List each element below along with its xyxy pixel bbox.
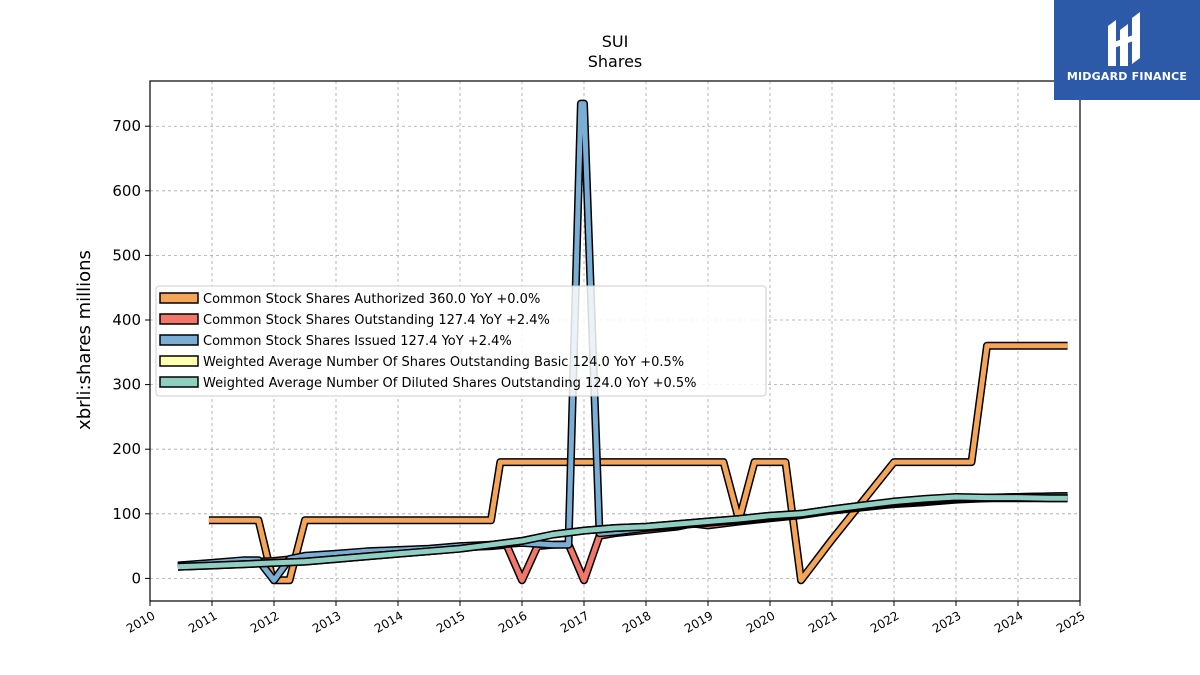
plot-area-frame: [149, 80, 1081, 602]
x-tick-label: 2018: [620, 608, 653, 635]
y-tick-label: 200: [112, 440, 141, 458]
x-tick-label: 2019: [682, 608, 715, 635]
x-tick-label: 2025: [1054, 608, 1087, 635]
legend-swatch: [159, 355, 199, 367]
legend-swatch: [159, 334, 199, 346]
x-tick-label: 2024: [992, 608, 1025, 635]
series-line-outline: [177, 492, 1068, 585]
x-tick-label: 2012: [248, 608, 281, 635]
legend-entry: Common Stock Shares Issued 127.4 YoY +2.…: [203, 334, 512, 349]
y-tick-label: 500: [112, 246, 141, 264]
y-axis-label: xbrli:shares millions: [74, 250, 95, 430]
x-tick-label: 2017: [558, 608, 591, 635]
legend-entry: Weighted Average Number Of Shares Outsta…: [203, 355, 684, 370]
brand-logo: MIDGARD FINANCE: [1054, 0, 1200, 100]
y-tick-label: 700: [112, 117, 141, 135]
legend-swatch: [159, 313, 199, 325]
legend-box: [155, 285, 767, 397]
y-tick-label: 600: [112, 182, 141, 200]
series-2: [177, 492, 1068, 585]
legend-swatch: [159, 376, 199, 388]
x-tick-label: 2014: [372, 608, 405, 635]
logo-icon: [1108, 12, 1140, 66]
x-tick-label: 2015: [434, 608, 467, 635]
x-tick-label: 2023: [930, 608, 963, 635]
series-line: [177, 493, 1068, 583]
x-tick-label: 2020: [744, 608, 777, 635]
x-tick-label: 2013: [310, 608, 343, 635]
series-line: [208, 343, 1068, 583]
brand-name: MIDGARD FINANCE: [1066, 70, 1188, 83]
legend-swatch: [159, 292, 199, 304]
chart-title: SUI: [602, 32, 629, 51]
legend: Common Stock Shares Authorized 360.0 YoY…: [155, 285, 767, 397]
series-5: [177, 493, 1068, 571]
series-1: [208, 341, 1068, 585]
legend-entry: Common Stock Shares Outstanding 127.4 Yo…: [203, 313, 550, 328]
x-tick-label: 2010: [124, 608, 157, 635]
y-tick-label: 300: [112, 376, 141, 394]
series-line: [177, 494, 1068, 570]
x-tick-label: 2011: [186, 608, 219, 635]
x-tick-label: 2016: [496, 608, 529, 635]
x-tick-label: 2022: [868, 608, 901, 635]
legend-entry: Common Stock Shares Authorized 360.0 YoY…: [203, 292, 540, 307]
legend-entry: Weighted Average Number Of Diluted Share…: [203, 376, 697, 391]
series-layer: [177, 99, 1068, 585]
y-tick-label: 0: [131, 569, 141, 587]
y-tick-label: 100: [112, 505, 141, 523]
x-tick-label: 2021: [806, 608, 839, 635]
chart-subtitle: Shares: [588, 52, 643, 71]
y-tick-label: 400: [112, 311, 141, 329]
